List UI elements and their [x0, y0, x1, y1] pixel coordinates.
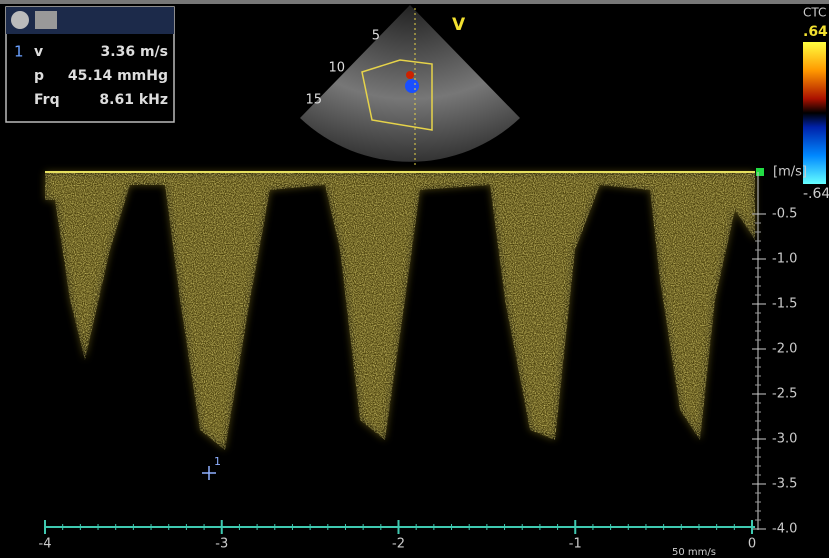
record-icon[interactable] — [11, 11, 29, 29]
color-scale — [803, 42, 826, 184]
measure-value: 45.14 mmHg — [68, 68, 168, 84]
cursor-label: 1 — [214, 455, 221, 468]
spectral-display: 1 [m/s] 50 mm/s — [45, 165, 807, 558]
spectrum — [45, 172, 755, 450]
time-tick-label: -4 — [39, 537, 52, 552]
measure-value: 3.36 m/s — [101, 44, 168, 60]
flow-blue — [405, 79, 419, 93]
depth-mark: 10 — [328, 61, 345, 76]
measure-label: p — [34, 68, 44, 84]
velocity-unit: [m/s] — [773, 165, 807, 180]
velocity-tick-label: -3.0 — [772, 432, 797, 447]
time-tick-label: 0 — [748, 537, 756, 552]
color-bar-bottom: -.64 — [803, 186, 829, 202]
probe-view: V — [300, 5, 520, 165]
time-tick-label: -3 — [215, 537, 228, 552]
measure-value: 8.61 kHz — [99, 92, 168, 108]
depth-mark: 5 — [372, 29, 380, 44]
velocity-tick-label: -1.5 — [772, 297, 797, 312]
measure-label: Frq — [34, 92, 60, 108]
time-tick-label: -2 — [392, 537, 405, 552]
measure-cursor[interactable]: 1 — [202, 455, 221, 480]
velocity-tick-label: -4.0 — [772, 522, 797, 537]
velocity-tick-label: -2.0 — [772, 342, 797, 357]
velocity-tick-label: -1.0 — [772, 252, 797, 267]
box-header — [6, 7, 174, 34]
color-bar-label: CTC — [803, 6, 826, 20]
measure-label: v — [34, 44, 43, 60]
baseline-handle[interactable] — [756, 168, 764, 176]
depth-mark: 15 — [305, 93, 322, 108]
sweep-speed: 50 mm/s — [672, 547, 716, 558]
ultrasound-screen: 1 V CTC .64 -.64 1 [m/s] 50 mm/s v 3.36 m… — [0, 0, 829, 558]
tool-icon[interactable] — [35, 11, 57, 29]
color-bar-top: .64 — [803, 24, 828, 40]
cursor-cross — [202, 466, 216, 480]
velocity-tick-label: -2.5 — [772, 387, 797, 402]
flow-red — [406, 71, 414, 79]
velocity-tick-label: -0.5 — [772, 207, 797, 222]
time-tick-label: -1 — [569, 537, 582, 552]
top-border — [0, 0, 829, 4]
velocity-tick-label: -3.5 — [772, 477, 797, 492]
view-label: V — [452, 15, 466, 35]
measure-index: 1 — [14, 43, 24, 61]
